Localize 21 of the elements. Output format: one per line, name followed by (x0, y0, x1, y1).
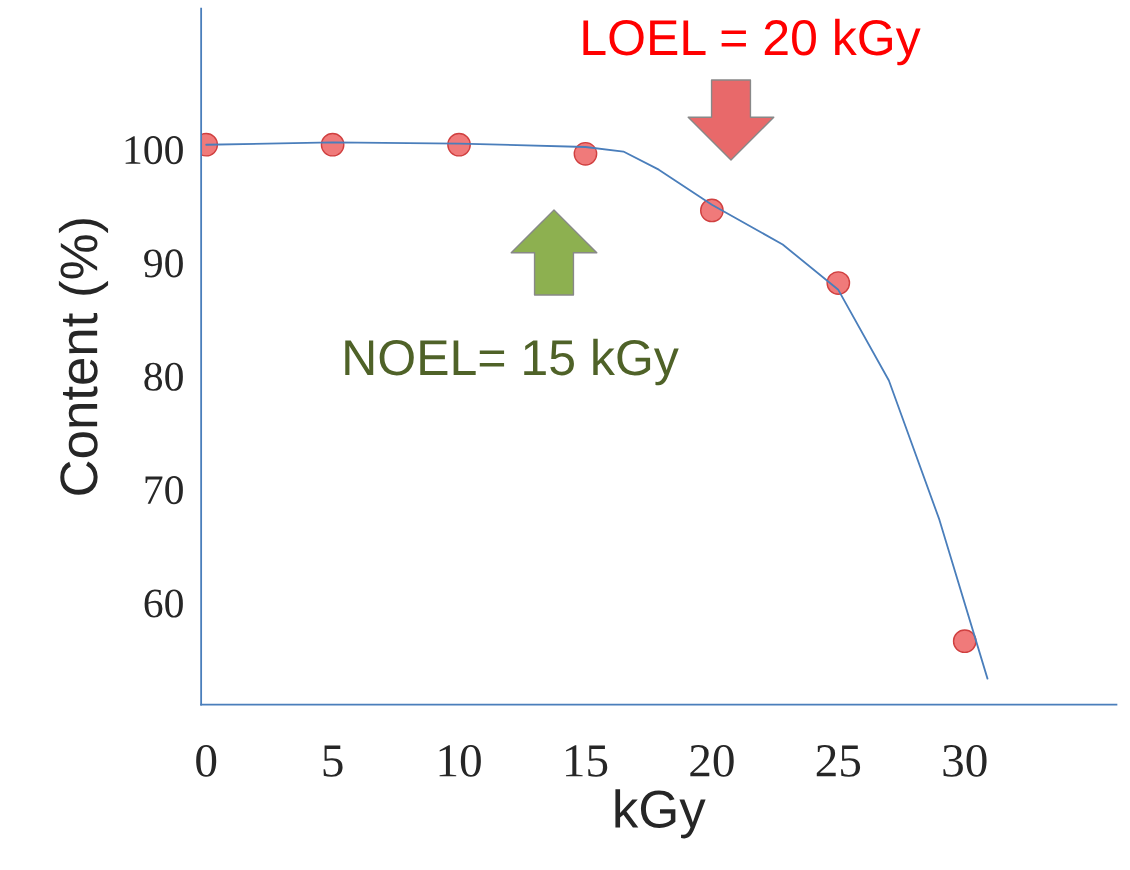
y-tick-label: 80 (144, 362, 183, 391)
annotation: LOEL = 20 kGy (583, 18, 921, 66)
point (320, 132, 345, 157)
point (826, 271, 851, 295)
x-tick-label: 0 (196, 744, 217, 777)
x-tick-label: 30 (943, 744, 987, 777)
y-axis-title: Content (%) (58, 219, 109, 495)
x-tick-label: 5 (323, 745, 343, 777)
point (699, 198, 724, 223)
x-tick-label: 20 (690, 744, 734, 777)
annotation: NOEL= 15 kGy (345, 338, 679, 386)
y-tick-label: 90 (144, 249, 183, 278)
y-tick-label: 100 (125, 136, 183, 165)
point (952, 629, 977, 654)
y-tick-label: 70 (145, 476, 183, 505)
x-tick-label: 10 (439, 744, 481, 777)
point (447, 132, 471, 157)
x-tick-label: 25 (816, 745, 861, 777)
x-axis-title: kGy (615, 789, 706, 839)
y-tick-label: 60 (144, 589, 183, 618)
x-tick-label: 15 (566, 745, 608, 777)
